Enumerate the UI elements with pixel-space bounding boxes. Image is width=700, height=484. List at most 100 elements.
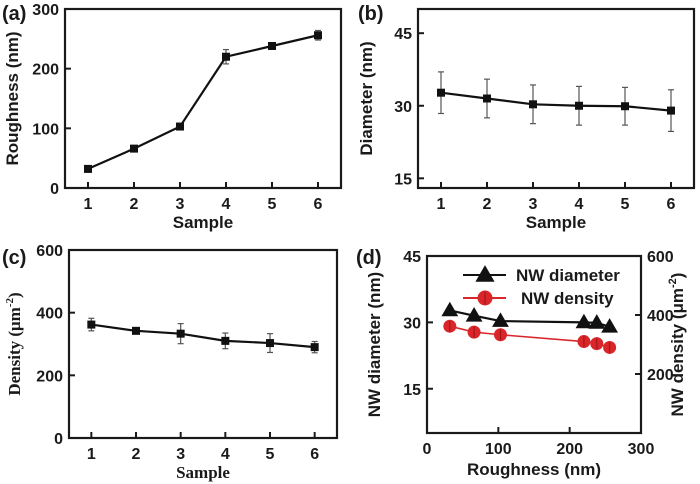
data-point <box>601 318 619 333</box>
panel-c: (c) 1 2 3 4 5 6 0 200 400 600 Sample Density (μm-2) <box>2 243 339 482</box>
x-tick-label: 5 <box>621 196 630 213</box>
data-point <box>437 88 445 97</box>
legend-label: NW diameter <box>516 266 620 285</box>
series-diameter <box>437 71 675 132</box>
data-point <box>465 307 483 322</box>
y-axis-title-main: NW diameter (nm) <box>365 272 384 417</box>
x-tick-label: 3 <box>529 196 538 213</box>
plot-frame <box>425 254 643 435</box>
panel-label: (b) <box>358 3 384 25</box>
x-tick-label: 4 <box>575 196 584 213</box>
data-point <box>310 343 319 352</box>
y-axis-title-sup: -2 <box>4 298 16 308</box>
y-axis-title-tail: ) <box>5 292 24 298</box>
x-tick-label: 3 <box>176 196 185 213</box>
x-tick-label: 5 <box>268 196 277 213</box>
x-tick-label: 4 <box>221 446 230 463</box>
y-right-tick-label: 200 <box>647 367 674 384</box>
plot-frame <box>67 248 339 440</box>
plot-frame <box>63 7 343 190</box>
y-tick-label: 15 <box>394 171 412 188</box>
series-density <box>87 317 319 354</box>
data-point <box>314 31 322 40</box>
data-point <box>266 339 274 348</box>
x-tick-label: 200 <box>556 441 583 458</box>
series-line <box>87 34 319 170</box>
legend: NW diameter NW density <box>463 265 620 308</box>
series-roughness <box>84 29 322 173</box>
x-tick-label: 1 <box>84 196 93 213</box>
x-tick-label: 2 <box>132 446 141 463</box>
data-point <box>268 41 276 50</box>
data-point <box>529 100 537 109</box>
y-axis-title: Roughness (nm) <box>3 31 22 165</box>
series-nw-diameter <box>441 301 619 333</box>
x-axis-title: Sample <box>526 213 586 232</box>
x-tick-label: 4 <box>222 196 231 213</box>
y-axis-title-main: Diameter (nm) <box>357 41 376 155</box>
x-tick-label: 300 <box>628 441 655 458</box>
x-tick-label: 6 <box>310 446 319 463</box>
y-right-axis-title-main: NW density (μm <box>668 288 687 416</box>
panel-label: (c) <box>2 247 26 269</box>
y-tick-label: 600 <box>36 243 63 260</box>
plot-frame <box>416 7 696 190</box>
data-point <box>575 101 583 110</box>
data-point <box>588 314 606 329</box>
x-axis-title: Roughness (nm) <box>467 460 601 479</box>
data-point <box>621 102 629 111</box>
x-tick-label: 2 <box>130 196 139 213</box>
y-tick-label: 200 <box>36 368 63 385</box>
y-tick-label: 15 <box>403 382 421 399</box>
y-axis-title: NW diameter (nm) <box>365 272 384 417</box>
y-tick-label: 300 <box>32 2 59 19</box>
y-right-tick-label: 400 <box>647 308 674 325</box>
panel-label: (d) <box>356 247 382 269</box>
data-point <box>492 312 509 327</box>
x-axis-title: Sample <box>173 213 233 232</box>
series-line <box>91 323 315 349</box>
y-axis-title-main: Roughness (nm) <box>3 31 22 165</box>
y-tick-label: 30 <box>394 99 412 116</box>
y-tick-label: 45 <box>394 26 412 43</box>
x-tick-label: 0 <box>423 441 432 458</box>
data-point <box>667 106 675 115</box>
data-point <box>221 336 230 345</box>
y-tick-label: 400 <box>36 306 63 323</box>
x-tick-label: 1 <box>87 446 96 463</box>
data-point <box>575 313 593 329</box>
data-point <box>132 326 140 335</box>
data-point <box>222 52 230 61</box>
x-tick-label: 5 <box>266 446 275 463</box>
y-tick-label: 200 <box>32 62 59 79</box>
y-tick-label: 0 <box>50 181 59 198</box>
x-tick-label: 1 <box>437 196 446 213</box>
data-point <box>176 122 184 131</box>
legend-marker <box>475 265 495 282</box>
data-point <box>84 164 92 173</box>
data-point <box>483 94 491 103</box>
panel-a: (a) 1 2 3 4 5 6 0 100 200 300 Sample Roughness (nm) <box>2 2 343 232</box>
x-tick-label: 3 <box>176 446 185 463</box>
y-right-tick-label: 600 <box>647 249 674 266</box>
y-axis-title: Density (μm-2) <box>4 292 24 395</box>
x-tick-label: 6 <box>314 196 323 213</box>
y-right-axis-title-tail: ) <box>668 273 687 279</box>
x-tick-label: 2 <box>483 196 492 213</box>
x-tick-label: 6 <box>667 196 676 213</box>
data-point <box>441 301 459 317</box>
y-tick-label: 100 <box>32 121 59 138</box>
y-tick-label: 45 <box>403 249 421 266</box>
series-nw-density <box>443 319 617 354</box>
y-right-axis-title: NW density (μm-2) <box>667 273 687 417</box>
x-axis-title: Sample <box>176 463 230 482</box>
y-right-axis-title-sup: -2 <box>667 278 679 288</box>
data-point <box>130 144 138 153</box>
series-line <box>440 91 672 112</box>
panel-label: (a) <box>2 3 26 25</box>
x-tick-label: 100 <box>485 441 512 458</box>
y-tick-label: 30 <box>403 315 421 332</box>
legend-label: NW density <box>521 289 614 308</box>
